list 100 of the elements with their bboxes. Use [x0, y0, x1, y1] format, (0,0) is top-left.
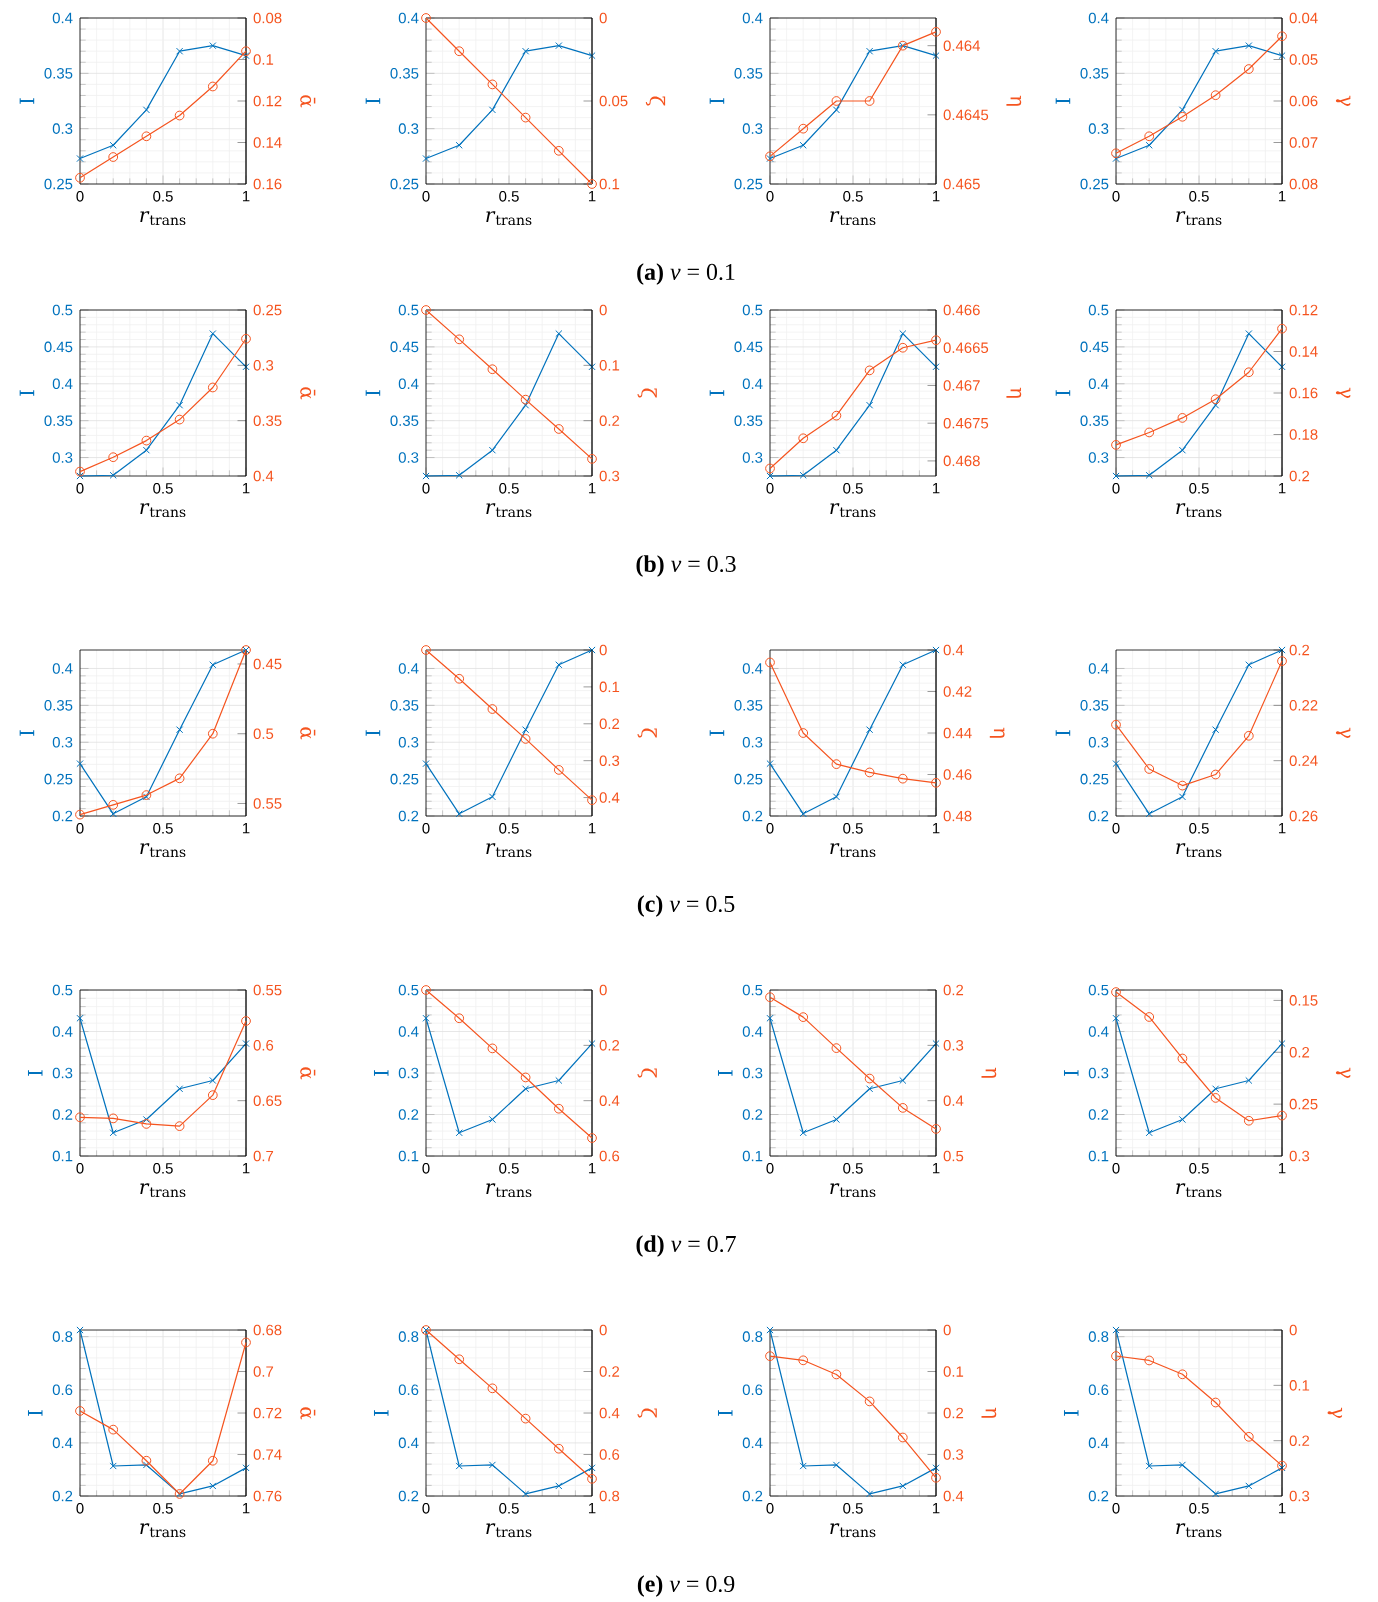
y-tick-label: 0.1 [742, 1150, 763, 1162]
y2-tick-label: 0 [599, 1324, 607, 1336]
x-tick-label: 1 [1278, 191, 1286, 202]
point [520, 1413, 531, 1424]
x-axis-title: r$_{trans}$ [486, 211, 532, 226]
x-tick-label: 1 [1278, 483, 1286, 494]
y-tick-label: 0.4 [1088, 378, 1109, 390]
x-tick-label: 1 [932, 483, 940, 494]
x-tick-label: 0.5 [153, 823, 173, 834]
point [241, 333, 251, 344]
point [422, 1014, 430, 1022]
y-tick-label: 0.25 [1080, 773, 1109, 785]
y2-tick-label: 0.4 [599, 1095, 620, 1106]
y-axis-title: I [1063, 1070, 1079, 1076]
x-tick-label: 0 [422, 823, 430, 834]
y-axis-title: I [1063, 1410, 1079, 1416]
point [864, 365, 875, 376]
point [587, 453, 597, 464]
y-tick-label: 0.25 [734, 178, 763, 190]
y2-tick-label: 0.05 [1289, 54, 1318, 65]
y2-axis-title: ᾱ [300, 727, 316, 740]
y-tick-label: 0.4 [52, 1437, 73, 1449]
point [76, 154, 84, 163]
y-tick-label: 0.4 [398, 663, 419, 674]
point [488, 1461, 497, 1469]
point [1112, 1014, 1120, 1022]
point [455, 1462, 463, 1470]
x-tick-label: 0.5 [153, 483, 173, 494]
point [1111, 148, 1121, 159]
point [831, 759, 842, 770]
point [555, 1076, 563, 1085]
x-tick-label: 1 [1278, 823, 1286, 834]
x-tick-label: 0 [766, 823, 774, 834]
point [1210, 90, 1221, 101]
point [931, 777, 941, 788]
y-tick-label: 0.45 [1080, 341, 1109, 353]
y2-tick-label: 0.45 [253, 658, 282, 670]
y-tick-label: 0.5 [52, 304, 73, 316]
y2-tick-label: 0.15 [1289, 995, 1318, 1006]
x-tick-label: 1 [588, 483, 596, 494]
point [108, 452, 119, 463]
x-axis-title: r$_{trans}$ [830, 211, 876, 226]
y-tick-label: 0.2 [742, 1109, 763, 1120]
point [1145, 141, 1153, 149]
point [421, 985, 431, 995]
point [454, 673, 465, 684]
point [76, 1014, 84, 1022]
point [1111, 440, 1121, 450]
y2-tick-label: 0.42 [943, 686, 972, 697]
point [109, 141, 117, 149]
x-tick-label: 0.5 [843, 483, 863, 494]
point [1243, 730, 1254, 741]
point [831, 410, 842, 421]
y-tick-label: 0.3 [1088, 736, 1109, 748]
y2-axis-title: ζ [637, 388, 657, 398]
y2-tick-label: 0.2 [1289, 470, 1310, 482]
y-tick-label: 0.35 [1080, 68, 1109, 79]
y2-tick-label: 0.4645 [943, 109, 989, 121]
point [75, 172, 85, 183]
point [587, 1473, 597, 1484]
point [864, 1073, 875, 1084]
point [209, 42, 217, 50]
y-tick-label: 0.3 [52, 452, 73, 463]
y2-tick-label: 0.4 [943, 1490, 964, 1502]
y-tick-label: 0.3 [398, 452, 419, 463]
point [1177, 1053, 1188, 1064]
point [1277, 323, 1287, 334]
point [421, 305, 431, 315]
y-tick-label: 0.5 [1088, 304, 1109, 316]
point [799, 471, 807, 479]
y2-tick-label: 0 [599, 984, 607, 996]
point [1212, 1085, 1220, 1093]
y2-tick-label: 0 [943, 1324, 951, 1336]
y2-tick-label: 0.22 [1289, 700, 1318, 711]
point [832, 106, 841, 114]
point [1144, 764, 1155, 774]
point [1243, 1115, 1254, 1126]
point [899, 1482, 907, 1490]
point [1210, 394, 1221, 405]
point [520, 1072, 531, 1083]
y-axis-title: I [717, 1410, 733, 1416]
point [1144, 427, 1155, 438]
y2-tick-label: 0.1 [1289, 1380, 1310, 1391]
point [242, 363, 250, 371]
y2-tick-label: 0.4675 [943, 417, 989, 429]
point [932, 52, 940, 60]
point [798, 1012, 809, 1023]
x-tick-label: 0.5 [843, 1503, 863, 1514]
y-tick-label: 0.1 [1088, 1150, 1109, 1162]
x-axis-title: r$_{trans}$ [1176, 503, 1222, 518]
x-tick-label: 0.5 [153, 1503, 173, 1514]
point [832, 793, 841, 801]
point [1178, 793, 1187, 801]
y-tick-label: 0.6 [1088, 1384, 1109, 1396]
point [931, 26, 941, 37]
y2-tick-label: 0.5 [253, 728, 274, 740]
x-axis-title: r$_{trans}$ [830, 1523, 876, 1538]
x-tick-label: 0.5 [1189, 1163, 1209, 1174]
y-tick-label: 0.25 [390, 773, 419, 785]
y-tick-label: 0.2 [398, 1490, 419, 1502]
